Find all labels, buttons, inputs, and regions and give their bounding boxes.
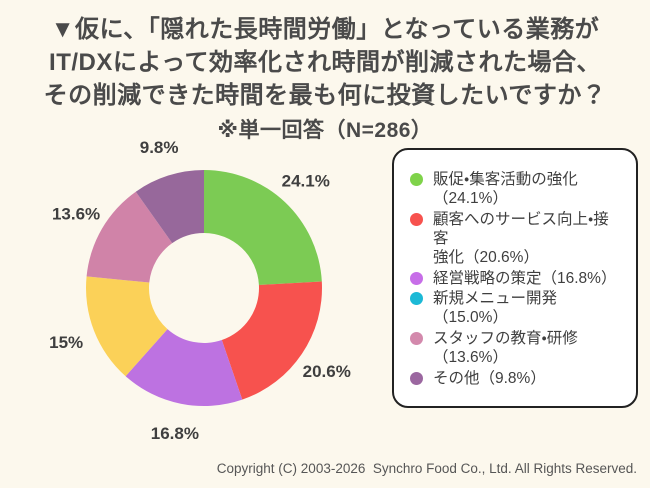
legend-swatch-icon: [410, 371, 423, 385]
legend-item-label: その他（9.8%）: [433, 369, 546, 387]
donut-slice-6: [135, 170, 204, 244]
legend-item-label: 経営戦略の策定（16.8%）: [433, 269, 617, 287]
donut-slice-1: [204, 170, 322, 285]
slice-percentage-label-5: 13.6%: [52, 205, 100, 224]
legend-swatch-icon: [410, 173, 423, 186]
legend-swatch-icon: [410, 271, 423, 285]
legend-item-2: 顧客へのサービス向上・接客 強化（20.6%）: [410, 210, 624, 267]
slice-percentage-label-6: 9.8%: [140, 138, 179, 157]
donut-slice-4: [86, 276, 168, 377]
slice-percentage-label-3: 16.8%: [151, 424, 199, 443]
legend-swatch-icon: [410, 212, 423, 226]
legend: 販促・集客活動の強化 （24.1%） 顧客へのサービス向上・接客 強化（20.6%…: [392, 148, 638, 408]
legend-item-label: 新規メニュー開発（15.0%）: [433, 290, 558, 327]
donut-slice-3: [125, 329, 243, 407]
legend-swatch-icon: [410, 292, 423, 306]
copyright-text: Copyright (C) 2003-2026 Synchro Food Co.…: [216, 461, 637, 476]
chart-title-line-2: IT/DXによって効率化され時間が削減された場合、: [49, 49, 601, 76]
donut-slice-2: [221, 281, 322, 400]
slice-percentage-label-4: 15%: [49, 333, 83, 352]
slice-percentage-label-2: 20.6%: [303, 362, 351, 381]
legend-item-3: 経営戦略の策定（16.8%）: [410, 269, 624, 288]
legend-item-label: 販促・集客活動の強化 （24.1%）: [433, 171, 578, 207]
legend-item-label: スタッフの教育・研修 （13.6%）: [433, 330, 578, 367]
legend-item-4: 新規メニュー開発（15.0%）: [410, 289, 624, 327]
chart-subtitle: ※単一回答（N=286）: [217, 119, 433, 142]
legend-item-6: その他（9.8%）: [410, 369, 624, 388]
legend-swatch-icon: [410, 332, 423, 346]
donut-slice-5: [86, 191, 173, 283]
legend-item-1: 販促・集客活動の強化 （24.1%）: [410, 170, 624, 208]
chart-title: ▼仮に、「隠れた長時間労働」となっている業務が IT/DXによって効率化され時間…: [0, 13, 650, 112]
chart-title-line-3: その削減できた時間を最も何に投資したいですか？: [43, 82, 607, 109]
slice-percentage-label-1: 24.1%: [282, 172, 330, 191]
legend-item-5: スタッフの教育・研修 （13.6%）: [410, 329, 624, 367]
legend-item-label: 顧客へのサービス向上・接客 強化（20.6%）: [433, 210, 609, 266]
chart-title-line-1: ▼仮に、「隠れた長時間労働」となっている業務が: [50, 16, 600, 43]
